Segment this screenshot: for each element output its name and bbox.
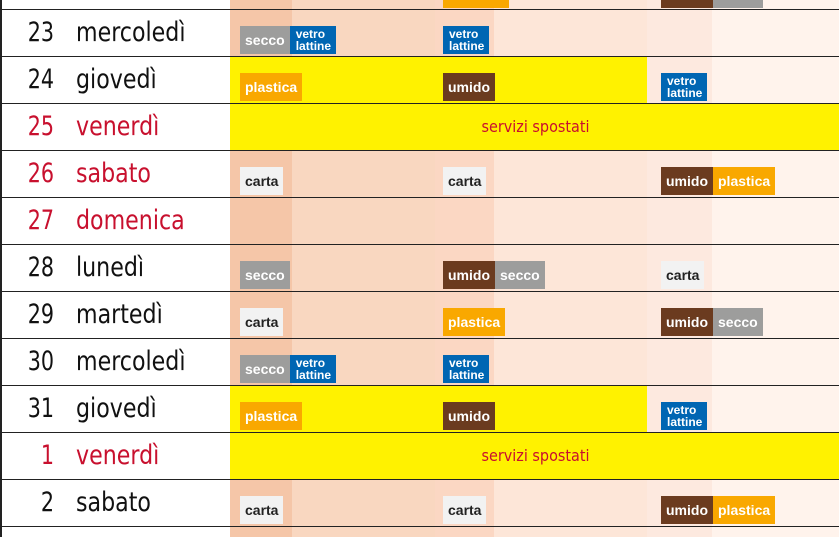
umido-tag: umido (661, 308, 713, 336)
collection-b: umido (443, 71, 495, 101)
vetro-lattine-tag: vetro lattine (443, 26, 490, 54)
secco-tag: secco (713, 308, 763, 336)
collection-a: secco vetro lattine (240, 353, 337, 383)
vetro-lattine-tag: vetro lattine (289, 355, 337, 383)
secco-tag-partial (713, 0, 763, 8)
day-name: venerdì (76, 111, 160, 142)
plastica-tag: plastica (713, 167, 776, 195)
day-row: servizi spostati 25 venerdì (2, 104, 839, 151)
day-row: 26 sabato carta carta umido plastica (2, 151, 839, 198)
day-number: 26 (27, 158, 54, 189)
collection-a: carta (240, 306, 284, 336)
collection-c: carta (661, 259, 705, 289)
umido-tag: umido (661, 167, 713, 195)
collection-c: umido secco (661, 306, 763, 336)
day-row: 31 giovedì plastica umido vetro lattine (2, 386, 839, 433)
collection-c: vetro lattine (661, 71, 708, 101)
day-number: 28 (27, 252, 54, 283)
day-row: 30 mercoledì secco vetro lattine vetro lat… (2, 339, 839, 386)
day-name: mercoledì (76, 17, 186, 48)
day-name: mercoledì (76, 346, 186, 377)
secco-tag: secco (495, 261, 545, 289)
carta-tag: carta (240, 167, 284, 195)
collection-b: carta (443, 165, 487, 195)
day-row: 24 giovedì plastica umido vetro lattine (2, 57, 839, 104)
day-number: 27 (27, 205, 54, 236)
collection-b: umido (443, 400, 495, 430)
collection-b: umido secco (443, 259, 545, 289)
day-row: 29 martedì carta plastica umido secco (2, 292, 839, 339)
umido-tag: umido (443, 402, 495, 430)
day-number: 29 (27, 299, 54, 330)
collection-c: umido plastica (661, 494, 776, 524)
collection-c: umido plastica (661, 165, 776, 195)
moved-services-band (230, 104, 839, 150)
day-name: sabato (76, 158, 151, 189)
carta-tag: carta (661, 261, 705, 289)
day-name: venerdì (76, 440, 160, 471)
collection-a: plastica (240, 71, 303, 101)
moved-services-label: servizi spostati (481, 117, 590, 136)
collection-a: carta (240, 165, 284, 195)
collection-b: carta (443, 494, 487, 524)
umido-tag: umido (661, 496, 713, 524)
day-name: domenica (76, 205, 185, 236)
day-row: 23 mercoledì secco vetro lattine vetro lat… (2, 10, 839, 57)
collection-a: carta (240, 494, 284, 524)
umido-tag: umido (443, 73, 495, 101)
carta-tag: carta (443, 167, 487, 195)
day-number: 25 (27, 111, 54, 142)
plastica-tag-partial (443, 0, 509, 8)
collection-b: vetro lattine (443, 24, 490, 54)
day-name: martedì (76, 299, 163, 330)
vetro-lattine-tag: vetro lattine (661, 73, 708, 101)
secco-tag: secco (240, 26, 290, 54)
moved-services-band (230, 433, 839, 479)
umido-tag: umido (443, 261, 495, 289)
umido-tag-partial (661, 0, 713, 8)
collection-a: secco vetro lattine (240, 24, 337, 54)
collection-b: plastica (443, 306, 506, 336)
plastica-tag: plastica (713, 496, 776, 524)
day-number: 1 (40, 440, 54, 471)
collection-c: vetro lattine (661, 400, 708, 430)
day-row: 28 lunedì secco umido secco carta (2, 245, 839, 292)
day-number: 23 (27, 17, 54, 48)
secco-tag: secco (240, 355, 290, 383)
day-name: giovedì (76, 393, 157, 424)
vetro-lattine-tag: vetro lattine (443, 355, 490, 383)
carta-tag: carta (240, 308, 284, 336)
plastica-tag: plastica (443, 308, 506, 336)
day-number: 24 (27, 64, 54, 95)
plastica-tag: plastica (240, 402, 303, 430)
day-name: sabato (76, 487, 151, 518)
day-row: servizi spostati 1 venerdì (2, 433, 839, 480)
vetro-lattine-tag: vetro lattine (661, 402, 708, 430)
collection-b: vetro lattine (443, 353, 490, 383)
row-divider (2, 9, 839, 10)
day-number: 30 (27, 346, 54, 377)
collection-a: secco (240, 259, 290, 289)
day-name: lunedì (76, 252, 145, 283)
day-row: 27 domenica (2, 198, 839, 245)
vetro-lattine-tag: vetro lattine (289, 26, 337, 54)
day-number: 31 (27, 393, 54, 424)
day-number: 2 (40, 487, 54, 518)
plastica-tag: plastica (240, 73, 303, 101)
day-row: 2 sabato carta carta umido plastica (2, 480, 839, 527)
carta-tag: carta (443, 496, 487, 524)
carta-tag: carta (240, 496, 284, 524)
moved-services-label: servizi spostati (481, 446, 590, 465)
secco-tag: secco (240, 261, 290, 289)
collection-a: plastica (240, 400, 303, 430)
day-name: giovedì (76, 64, 157, 95)
